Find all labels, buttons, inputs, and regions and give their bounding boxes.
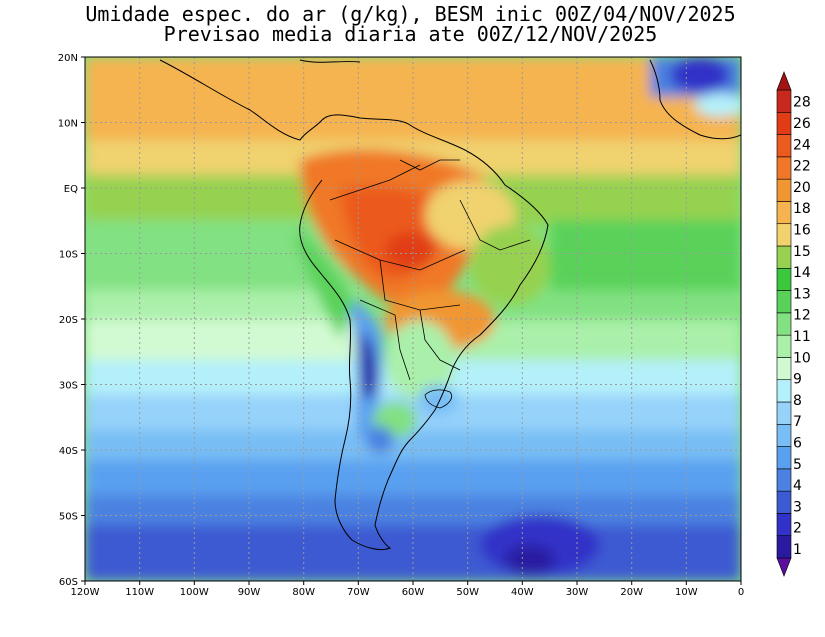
colorbar-box bbox=[776, 357, 792, 381]
lat-label: 20N bbox=[58, 53, 78, 64]
colorbar-label: 11 bbox=[793, 329, 811, 345]
colorbar-label: 12 bbox=[793, 308, 811, 324]
colorbar-box bbox=[776, 245, 792, 269]
lon-label: 0 bbox=[738, 587, 744, 598]
colorbar-box bbox=[776, 156, 792, 180]
colorbar-box bbox=[776, 111, 792, 135]
colorbar-label: 3 bbox=[793, 499, 802, 515]
lon-label: 120W bbox=[71, 587, 100, 598]
lat-axis-labels: 20N 10N EQ 10S 20S 30S 40S 50S 60S bbox=[58, 53, 78, 588]
map-title-line1: Umidade espec. do ar (g/kg), BESM inic 0… bbox=[85, 2, 736, 26]
colorbar-label: 20 bbox=[793, 180, 811, 196]
colorbar-labels: 1 2 3 4 5 6 7 8 9 10 11 12 13 14 15 16 1… bbox=[793, 95, 811, 558]
lon-label: 100W bbox=[180, 587, 209, 598]
colorbar-box bbox=[776, 379, 792, 403]
lon-label: 110W bbox=[125, 587, 154, 598]
colorbar-label: 1 bbox=[793, 542, 802, 558]
colorbar-box bbox=[776, 134, 792, 158]
colorbar-label: 7 bbox=[793, 414, 802, 430]
colorbar-box bbox=[776, 312, 792, 336]
lon-label: 10W bbox=[675, 587, 698, 598]
colorbar-label: 18 bbox=[793, 201, 811, 217]
colorbar-label: 15 bbox=[793, 244, 811, 260]
colorbar-label: 13 bbox=[793, 286, 811, 302]
lat-label: 10N bbox=[58, 119, 78, 130]
colorbar-box bbox=[776, 290, 792, 314]
colorbar-label: 14 bbox=[793, 265, 811, 281]
colorbar-box bbox=[776, 178, 792, 202]
colorbar-box bbox=[776, 490, 792, 514]
colorbar-box bbox=[776, 446, 792, 470]
colorbar-label: 28 bbox=[793, 95, 811, 111]
colorbar-box bbox=[776, 334, 792, 358]
lat-label: 30S bbox=[59, 381, 78, 392]
lon-label: 50W bbox=[456, 587, 479, 598]
lat-label: EQ bbox=[64, 184, 78, 195]
lon-label: 90W bbox=[238, 587, 261, 598]
colorbar-box bbox=[776, 201, 792, 225]
lon-label: 70W bbox=[347, 587, 370, 598]
colorbar-label: 8 bbox=[793, 393, 802, 409]
lat-lon-grid bbox=[85, 57, 741, 581]
colorbar-box bbox=[776, 513, 792, 537]
colorbar-label: 26 bbox=[793, 116, 811, 132]
lat-label: 10S bbox=[59, 250, 78, 261]
lon-axis-labels: 120W 110W 100W 90W 80W 70W 60W 50W 40W 3… bbox=[71, 587, 745, 598]
lon-label: 30W bbox=[566, 587, 589, 598]
lat-label: 50S bbox=[59, 512, 78, 523]
colorbar-box bbox=[776, 401, 792, 425]
coastlines bbox=[159, 59, 741, 551]
colorbar: 1 2 3 4 5 6 7 8 9 10 11 12 13 14 15 16 1… bbox=[776, 71, 811, 577]
colorbar-box bbox=[776, 468, 792, 492]
colorbar-box bbox=[776, 89, 792, 113]
lat-label: 60S bbox=[59, 577, 78, 588]
colorbar-high-arrow bbox=[776, 71, 792, 91]
lon-label: 60W bbox=[402, 587, 425, 598]
colorbar-label: 4 bbox=[793, 478, 802, 494]
country-borders bbox=[329, 159, 531, 409]
colorbar-label: 22 bbox=[793, 159, 811, 175]
colorbar-label: 6 bbox=[793, 436, 802, 452]
lat-label: 20S bbox=[59, 315, 78, 326]
colorbar-label: 16 bbox=[793, 223, 811, 239]
colorbar-box bbox=[776, 223, 792, 247]
lon-label: 20W bbox=[620, 587, 643, 598]
colorbar-label: 5 bbox=[793, 457, 802, 473]
colorbar-box bbox=[776, 423, 792, 447]
map-title-line2: Previsao media diaria ate 00Z/12/NOV/202… bbox=[163, 22, 658, 46]
colorbar-label: 24 bbox=[793, 137, 811, 153]
colorbar-boxes bbox=[776, 71, 792, 577]
colorbar-box bbox=[776, 267, 792, 291]
colorbar-label: 9 bbox=[793, 372, 802, 388]
colorbar-box bbox=[776, 535, 792, 559]
lon-label: 80W bbox=[292, 587, 315, 598]
colorbar-label: 2 bbox=[793, 521, 802, 537]
lat-label: 40S bbox=[59, 446, 78, 457]
colorbar-low-arrow bbox=[776, 557, 792, 577]
lon-label: 40W bbox=[511, 587, 534, 598]
colorbar-label: 10 bbox=[793, 350, 811, 366]
